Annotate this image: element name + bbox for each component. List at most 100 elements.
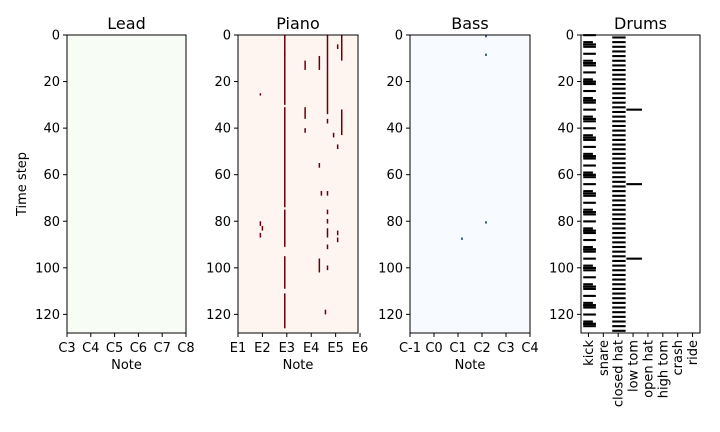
drum-hit: [612, 325, 626, 328]
drum-hit: [612, 120, 626, 123]
x-tick-label: snare: [597, 340, 612, 376]
note-cell: [261, 225, 264, 231]
drum-hit: [626, 183, 642, 186]
note-cell: [304, 107, 306, 119]
x-tick-label: C3: [497, 341, 514, 356]
x-tick-label: C7: [154, 341, 171, 356]
drum-hit: [612, 110, 626, 114]
drum-hit: [612, 292, 626, 295]
drum-hit: [583, 138, 596, 141]
panel-frame: [66, 34, 187, 334]
y-tick-label: 100: [378, 261, 403, 276]
y-tick-label: 20: [43, 75, 60, 90]
drum-hit: [583, 266, 596, 270]
drum-hit: [583, 287, 596, 290]
x-tick-label: C3: [58, 341, 75, 356]
drum-hit: [612, 185, 626, 188]
panel-title: Bass: [451, 14, 488, 33]
y-tick-label: 0: [395, 29, 403, 44]
x-tick-label: crash: [671, 340, 686, 375]
note-cell: [340, 109, 343, 136]
note-cell: [326, 265, 329, 271]
drum-hit: [612, 148, 626, 151]
x-tick-label: high tom: [656, 340, 671, 398]
drum-hit: [583, 117, 596, 121]
drum-hit: [612, 82, 626, 86]
drum-hit: [612, 50, 626, 53]
x-tick-label: C8: [177, 341, 194, 356]
drum-hit: [612, 227, 626, 230]
drum-hit: [583, 294, 596, 297]
drum-hit: [612, 36, 626, 39]
drum-hit: [583, 306, 596, 309]
drum-hit: [583, 231, 596, 235]
drum-hit: [612, 41, 626, 44]
drum-hit: [612, 283, 626, 286]
x-tick-label: E6: [352, 341, 369, 356]
drum-hit: [612, 78, 626, 81]
drum-hit: [612, 190, 626, 193]
y-tick-label: 120: [549, 308, 574, 323]
drum-hit: [612, 204, 626, 207]
y-tick-label: 0: [566, 29, 574, 44]
note-cell: [304, 60, 306, 70]
drum-hit: [583, 78, 593, 81]
note-cell: [324, 309, 327, 315]
drum-hit: [612, 162, 626, 165]
note-cell: [284, 35, 286, 105]
note-cell: [485, 53, 487, 56]
note-cell: [320, 190, 323, 196]
drum-hit: [583, 64, 596, 67]
y-tick-label: 100: [35, 261, 60, 276]
drum-hit: [612, 269, 626, 272]
y-tick-label: 40: [214, 122, 231, 137]
y-tick-label: 20: [386, 75, 403, 90]
drum-hit: [612, 55, 626, 58]
x-tick-label: E3: [279, 341, 296, 356]
drum-hit: [583, 80, 596, 83]
drum-hit: [583, 43, 596, 46]
y-tick-label: 60: [43, 168, 60, 183]
note-cell: [326, 118, 329, 124]
y-tick-label: 40: [386, 122, 403, 137]
drum-hit: [583, 313, 596, 316]
drum-hit: [612, 255, 626, 258]
x-tick-label: E2: [254, 341, 271, 356]
y-tick-label: 80: [557, 215, 574, 230]
drum-hit: [583, 194, 596, 197]
drum-hit: [583, 99, 596, 102]
x-tick-label: C4: [82, 341, 99, 356]
drum-hit: [583, 89, 596, 93]
drum-hit: [612, 241, 626, 244]
drum-hit: [583, 145, 596, 148]
drum-hit: [612, 134, 626, 137]
x-tick-label: C2: [473, 341, 490, 356]
panel-background: [238, 35, 358, 333]
panel-title: Drums: [614, 14, 667, 33]
y-tick-label: 40: [43, 122, 60, 137]
drum-hit: [612, 231, 626, 235]
drum-hit: [612, 106, 626, 109]
drum-hit: [612, 124, 626, 127]
note-cell: [336, 230, 339, 236]
drum-hit: [583, 257, 596, 260]
y-tick-label: 80: [214, 215, 231, 230]
x-tick-label: ride: [686, 340, 701, 365]
x-tick-label: C1: [449, 341, 466, 356]
x-tick-label: E4: [303, 341, 320, 356]
y-tick-label: 60: [214, 168, 231, 183]
x-tick-label: C-1: [399, 341, 421, 356]
x-tick-label: E5: [327, 341, 344, 356]
drum-hit: [583, 220, 596, 223]
drum-hit: [612, 199, 626, 202]
drum-hit: [612, 264, 626, 267]
panel-title: Lead: [107, 14, 145, 33]
x-tick-label: E1: [230, 341, 247, 356]
x-axis-label: Note: [455, 358, 486, 373]
drum-hit: [612, 176, 626, 179]
note-cell: [326, 244, 329, 250]
y-tick-label: 40: [557, 122, 574, 137]
drum-hit: [612, 245, 626, 249]
drum-hit: [612, 59, 626, 62]
note-cell: [318, 55, 321, 70]
